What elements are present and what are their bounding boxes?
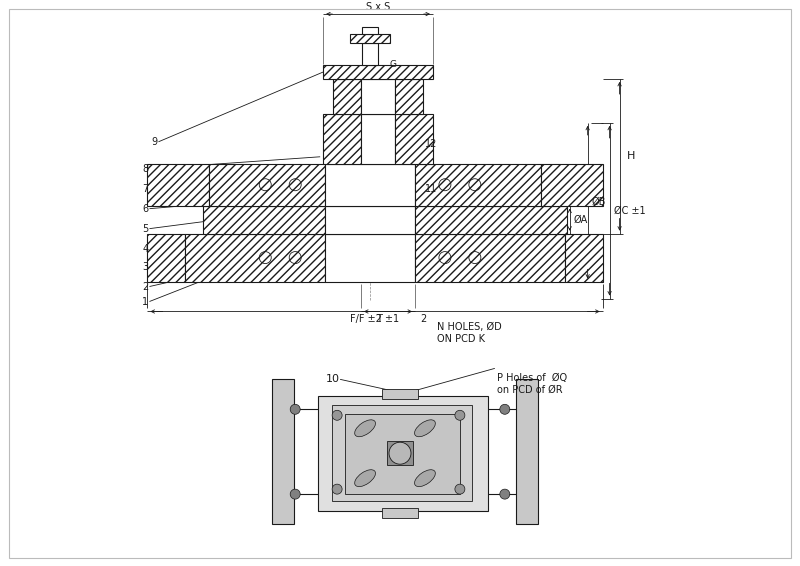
Bar — [203, 205, 325, 234]
Bar — [350, 34, 390, 43]
Bar — [395, 79, 423, 114]
Bar — [415, 164, 541, 205]
Text: 7: 7 — [142, 184, 149, 194]
Bar — [323, 114, 361, 164]
Text: T ±1: T ±1 — [376, 315, 399, 324]
Circle shape — [290, 489, 300, 499]
Text: N HOLES, ØD
ON PCD K: N HOLES, ØD ON PCD K — [437, 323, 502, 344]
Text: 2: 2 — [420, 315, 426, 324]
Bar — [325, 205, 415, 234]
Bar — [325, 164, 415, 205]
Text: 8: 8 — [142, 164, 149, 174]
Bar — [272, 379, 294, 524]
Bar — [323, 65, 433, 79]
Text: ØC ±1: ØC ±1 — [614, 205, 646, 216]
Bar — [395, 114, 433, 164]
Bar — [382, 508, 418, 518]
Text: 4: 4 — [142, 243, 149, 254]
Circle shape — [290, 404, 300, 414]
Bar — [415, 205, 566, 234]
Text: 1: 1 — [142, 297, 149, 307]
Circle shape — [332, 484, 342, 494]
Text: 9: 9 — [151, 137, 158, 147]
Text: 6: 6 — [142, 204, 149, 214]
Text: F/F ±2: F/F ±2 — [350, 315, 382, 324]
Bar — [387, 441, 413, 465]
Bar — [362, 43, 378, 65]
Bar — [361, 114, 395, 164]
Circle shape — [500, 489, 510, 499]
Bar — [325, 234, 415, 281]
Circle shape — [389, 442, 411, 464]
Bar — [318, 396, 488, 511]
Circle shape — [455, 484, 465, 494]
Text: 11: 11 — [425, 184, 438, 194]
Text: ØA: ØA — [574, 215, 588, 225]
Text: P Holes of  ØQ
on PCD of ØR: P Holes of ØQ on PCD of ØR — [497, 374, 567, 395]
Bar — [333, 79, 361, 114]
Bar — [541, 164, 602, 205]
Circle shape — [500, 404, 510, 414]
Bar — [147, 234, 186, 281]
Text: 5: 5 — [142, 224, 149, 234]
Ellipse shape — [414, 470, 435, 487]
Text: 2: 2 — [142, 281, 149, 291]
Bar — [332, 405, 472, 501]
Text: 10: 10 — [326, 374, 340, 384]
Text: S x S: S x S — [366, 2, 390, 12]
Bar — [565, 234, 602, 281]
Bar — [147, 164, 210, 205]
Bar — [186, 234, 325, 281]
Bar — [516, 379, 538, 524]
Text: 3: 3 — [142, 261, 149, 272]
Text: G: G — [390, 61, 397, 70]
Bar — [345, 414, 460, 494]
Text: ØB: ØB — [592, 197, 606, 207]
Bar — [382, 389, 418, 400]
Ellipse shape — [354, 470, 375, 487]
Circle shape — [332, 410, 342, 421]
Text: H: H — [626, 151, 635, 161]
Ellipse shape — [414, 420, 435, 437]
Bar — [415, 234, 565, 281]
Text: 12: 12 — [425, 139, 438, 149]
Circle shape — [455, 410, 465, 421]
Bar — [210, 164, 325, 205]
Bar — [362, 27, 378, 34]
Bar — [361, 79, 395, 114]
Ellipse shape — [354, 420, 375, 437]
